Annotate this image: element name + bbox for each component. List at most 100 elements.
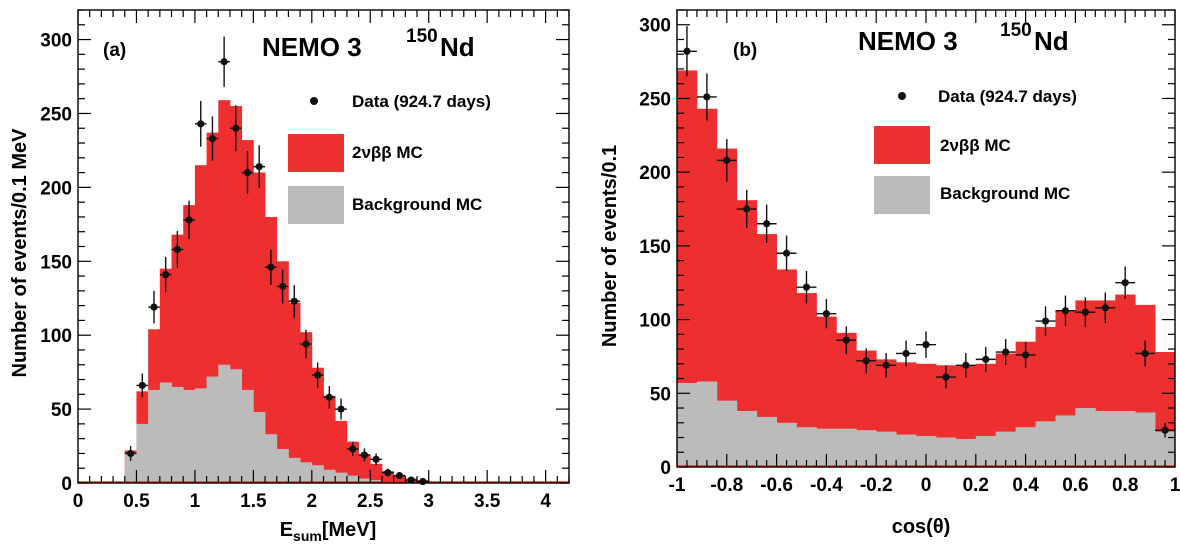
panel-b-experiment-title: NEMO 3 [858,26,958,56]
panel-b-data-point-marker [962,361,970,369]
panel-b-background-bar [935,437,957,467]
panel-b-data-point-marker [1141,349,1149,358]
panel-a-data-point-marker [372,455,380,463]
panel-b-data-point [1055,295,1076,326]
panel-a-data-point [265,249,277,285]
panel-b-data-point [716,138,737,182]
panel-a-data-point-marker [290,297,298,305]
panel-a-data-point [229,105,242,152]
panel-b-background-bar [716,400,738,467]
panel-b-data-point [1095,292,1116,324]
panel-b-x-tick-label: 0.2 [963,475,989,496]
panel-a-x-axis-label-main: E [280,519,293,541]
panel-b-y-axis-label: Number of events/0.1 [599,145,621,347]
panel-a-data-point [323,386,336,409]
panel-b-background-bar [776,422,797,467]
panel-b-background-bar [975,436,997,467]
panel-a-x-tick-label: 2 [307,491,318,512]
panel-a-y-tick-label: 50 [51,400,72,421]
panel-b-data-point [975,346,996,372]
panel-a-background-bar [311,465,324,483]
panel-b-data-point-marker [723,156,731,164]
panel-b-x-tick-label: 0.4 [1012,475,1039,496]
panel-b-plot-area: 0 50 100 150 200 250 300 -1 -0.8 -0.6 -0.4 -0.2 0 0.2… [639,9,1180,496]
panel-b-background-bar [1115,410,1136,467]
panel-a-signal-bar [335,420,348,483]
panel-a-data-point [381,468,394,477]
panel-a-background-bar [346,475,359,483]
panel-b-signal-bar [756,234,777,467]
panel-b-background-bar [955,438,977,467]
panel-b-background-bar [836,428,857,467]
panel-b-isotope-mass: 150 [1000,20,1032,41]
panel-b-data-point [995,339,1016,365]
panel-b-label: (b) [733,40,757,61]
panel-a-background-bar [124,453,137,483]
panel-b-isotope-symbol: Nd [1034,26,1069,56]
panel-b-data-point-marker [862,357,870,365]
panel-a-y-tick-label: 0 [61,474,72,495]
panel-a-data-point [159,256,172,293]
panel-b-x-tick-label: 0.6 [1062,475,1088,496]
panel-a-data-point-marker [395,472,404,480]
panel-a-legend-signal-label: 2νββ MC [352,143,423,162]
panel-a-data-point [311,362,324,388]
panel-b-background-bar [1015,427,1036,467]
panel-a-background-bar [276,449,289,483]
panel-b-data-point [1155,422,1175,438]
panel-a-background-bar [323,469,336,483]
panel-b-y-tick-label: 0 [660,458,671,479]
panel-a-x-tick-label: 0.5 [123,491,150,512]
panel-a-x-axis-label-sub: sum [293,528,322,544]
panel-a-data-point-marker [173,245,181,254]
panel-b-background-bar [677,382,698,467]
panel-b-data-point-marker [1121,279,1129,287]
panel-a-data-point-marker [384,469,392,477]
panel-b-data-point [1035,306,1056,336]
panel-b-legend: Data (924.7 days) 2νββ MC Background MC [874,87,1077,214]
panel-a-y-tick-label: 300 [40,31,72,52]
panel-b-background-bar [796,427,817,467]
panel-b-signal-bar [716,148,738,467]
panel-a-data-point-marker [220,58,228,66]
panel-a-signal-bar [300,332,313,483]
panel-a-signal-bar [346,441,359,483]
panel-a-data-point-marker [197,120,205,128]
panel-b-data-point-marker [982,355,990,363]
panel-b-signal-bar [736,200,758,468]
panel-b-data-point-marker [683,47,691,55]
panel-b-background-bar [916,436,937,467]
panel-a-x-axis-label: Esum[MeV] [280,519,377,544]
panel-a-data-point-marker [267,263,275,271]
panel-a-data-point [206,116,219,161]
panel-a-data-point-marker [407,476,415,484]
panel-a-legend-background-swatch [288,186,344,224]
panel-b-data-point [1115,266,1136,299]
panel-b-data-point-marker [1002,348,1010,356]
panel-b-y-tick-label: 250 [639,89,671,110]
panel-b-x-tick-label: 0.8 [1112,475,1138,496]
panel-b-data-point-marker [882,361,890,369]
panel-b-background-bar [856,430,877,467]
panel-a-legend-background-label: Background MC [352,195,482,214]
panel-b-data-point-marker [782,249,791,257]
panel-a-data-point [241,151,254,195]
panel-a-data-point [136,373,149,398]
panel-a-data-point-marker [255,163,263,171]
panel-a-legend: Data (924.7 days) 2νββ MC Background MC [288,92,491,224]
panel-b-x-tick-label: -1 [669,475,686,496]
panel-b-signal-bar [776,269,797,467]
panel-a-data-point [124,446,137,461]
panel-a-signal-bar [393,475,406,483]
panel-b-data-point [955,353,976,378]
panel-b-data-point-marker [743,205,751,213]
panel-a-signal-bar [253,172,266,483]
panel-a-data-point [335,398,347,420]
panel-b-data-point [916,331,936,358]
panel-b-data-point-marker [1041,317,1050,325]
panel-a-data-point-marker [314,371,322,379]
panel-b-data-point-marker [902,349,910,358]
panel-b-background-bar [756,416,777,467]
panel-a-background-bar [183,389,196,483]
